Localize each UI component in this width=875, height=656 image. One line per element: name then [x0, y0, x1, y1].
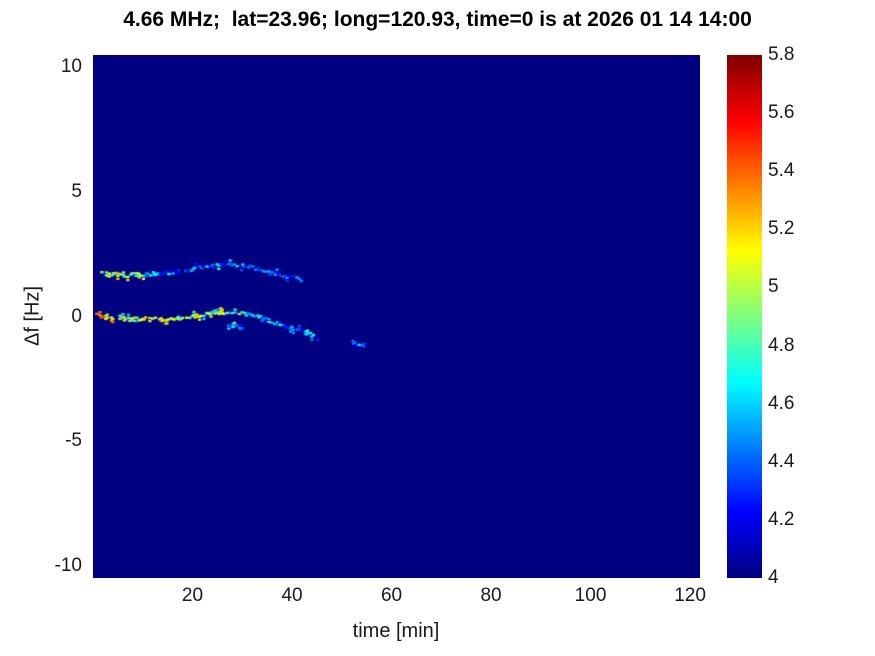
x-tick-label: 80	[480, 585, 502, 606]
y-tick-label: 10	[60, 56, 82, 78]
colorbar-tick-label: 5.6	[768, 102, 795, 124]
x-tick-label: 40	[281, 585, 303, 606]
x-axis-label: time [min]	[352, 620, 440, 642]
x-tick-label: 60	[380, 585, 403, 606]
colorbar-tick-label: 5.8	[768, 44, 795, 65]
colorbar-tick-label: 4.2	[768, 508, 795, 530]
heatmap-plot-area	[93, 55, 700, 578]
y-tick-label: -5	[65, 430, 82, 452]
colorbar	[727, 55, 762, 578]
colorbar-tick-label: 5.4	[768, 160, 795, 182]
x-tick-label: 100	[574, 585, 607, 606]
x-tick-label: 120	[674, 585, 706, 606]
y-tick-label: 5	[71, 180, 82, 202]
y-axis-label: Δf [Hz]	[21, 285, 44, 347]
chart-title: 4.66 MHz; lat=23.96; long=120.93, time=0…	[123, 8, 752, 31]
x-tick-label: 20	[181, 585, 204, 606]
colorbar-tick-label: 4.4	[768, 450, 795, 472]
colorbar-tick-label: 5.2	[768, 218, 795, 240]
colorbar-tick-label: 4.6	[768, 392, 795, 414]
colorbar-tick-label: 4	[768, 567, 779, 588]
y-tick-label: -10	[54, 554, 82, 576]
colorbar-tick-label: 4.8	[768, 334, 795, 356]
colorbar-tick-label: 5	[768, 276, 779, 298]
